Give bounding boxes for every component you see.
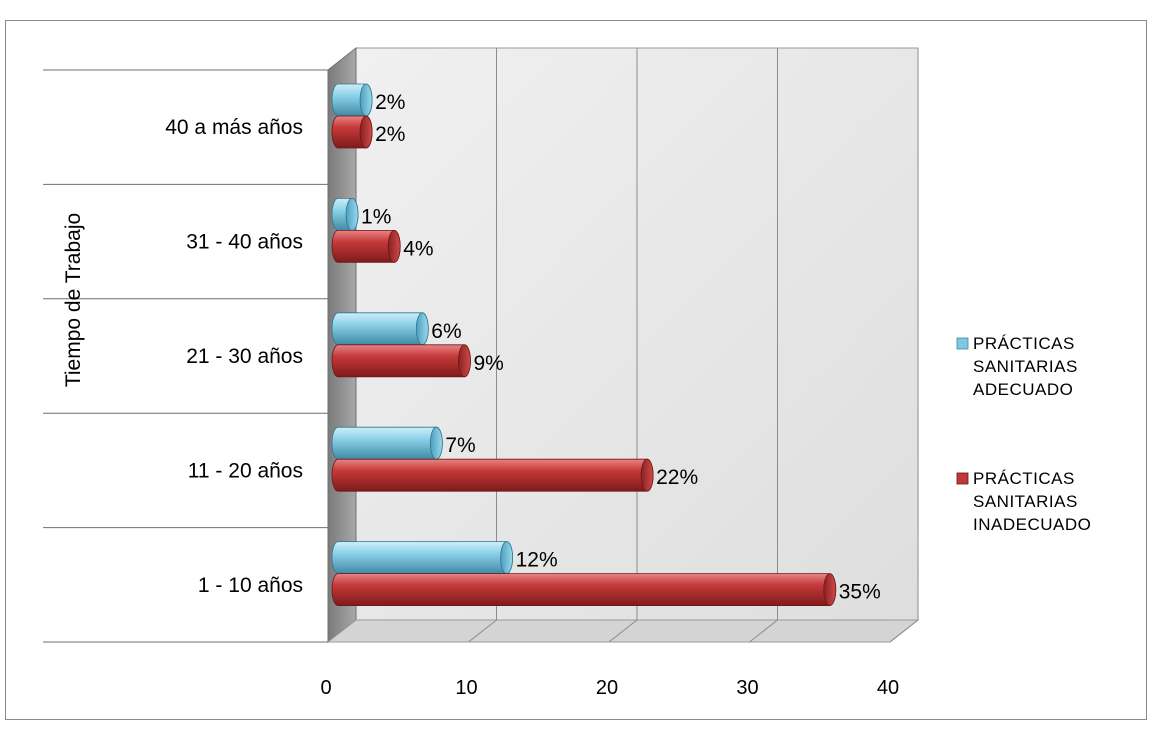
legend-label: SANITARIAS: [973, 492, 1078, 511]
legend-label: INADECUADO: [973, 515, 1091, 534]
data-label: 6%: [431, 320, 461, 343]
x-tick-label: 0: [320, 677, 331, 699]
legend-label: PRÁCTICAS: [973, 334, 1075, 353]
x-tick-label: 30: [736, 677, 758, 699]
gridline-floor: [468, 619, 497, 643]
x-tick-label: 20: [596, 677, 618, 699]
data-label: 12%: [516, 549, 558, 572]
y-axis-label: Tiempo de Trabajo: [62, 213, 85, 387]
category-label: 21 - 30 años: [186, 345, 303, 368]
category-label: 11 - 20 años: [188, 459, 303, 482]
bar: [331, 541, 514, 574]
bar: [331, 573, 837, 606]
bar: [331, 426, 443, 460]
category-label: 31 - 40 años: [186, 231, 303, 254]
data-label: 1%: [361, 205, 391, 228]
bar: [331, 458, 654, 492]
data-label: 35%: [839, 581, 881, 604]
category-label: 40 a más años: [165, 116, 303, 139]
gridline-floor: [889, 619, 919, 643]
bar: [331, 344, 471, 378]
gridline-floor: [608, 619, 638, 643]
legend-item: PRÁCTICAS SANITARIAS ADECUADO: [956, 334, 1078, 399]
bar: [331, 197, 359, 231]
bar: [331, 229, 401, 263]
bar: [331, 83, 373, 117]
x-tick-label: 10: [455, 677, 477, 699]
legend-label: SANITARIAS: [973, 357, 1078, 376]
data-label: 4%: [403, 237, 433, 260]
x-tick-label: 40: [877, 677, 899, 699]
bar: [331, 312, 429, 346]
legend-label: ADECUADO: [973, 380, 1073, 399]
bar: [331, 115, 373, 149]
category-label: 1 - 10 años: [198, 574, 303, 597]
legend-swatch: [956, 337, 969, 350]
legend-item: PRÁCTICAS SANITARIAS INADECUADO: [956, 469, 1091, 534]
data-label: 2%: [375, 91, 405, 114]
data-label: 22%: [656, 466, 698, 489]
gridline-floor: [749, 619, 778, 643]
data-label: 9%: [473, 352, 503, 375]
data-label: 2%: [375, 123, 405, 146]
legend: PRÁCTICAS SANITARIAS ADECUADO PRÁCTICAS SANI…: [956, 334, 1091, 534]
legend-label: PRÁCTICAS: [973, 469, 1075, 488]
legend-swatch: [956, 472, 969, 485]
data-label: 7%: [445, 434, 475, 457]
